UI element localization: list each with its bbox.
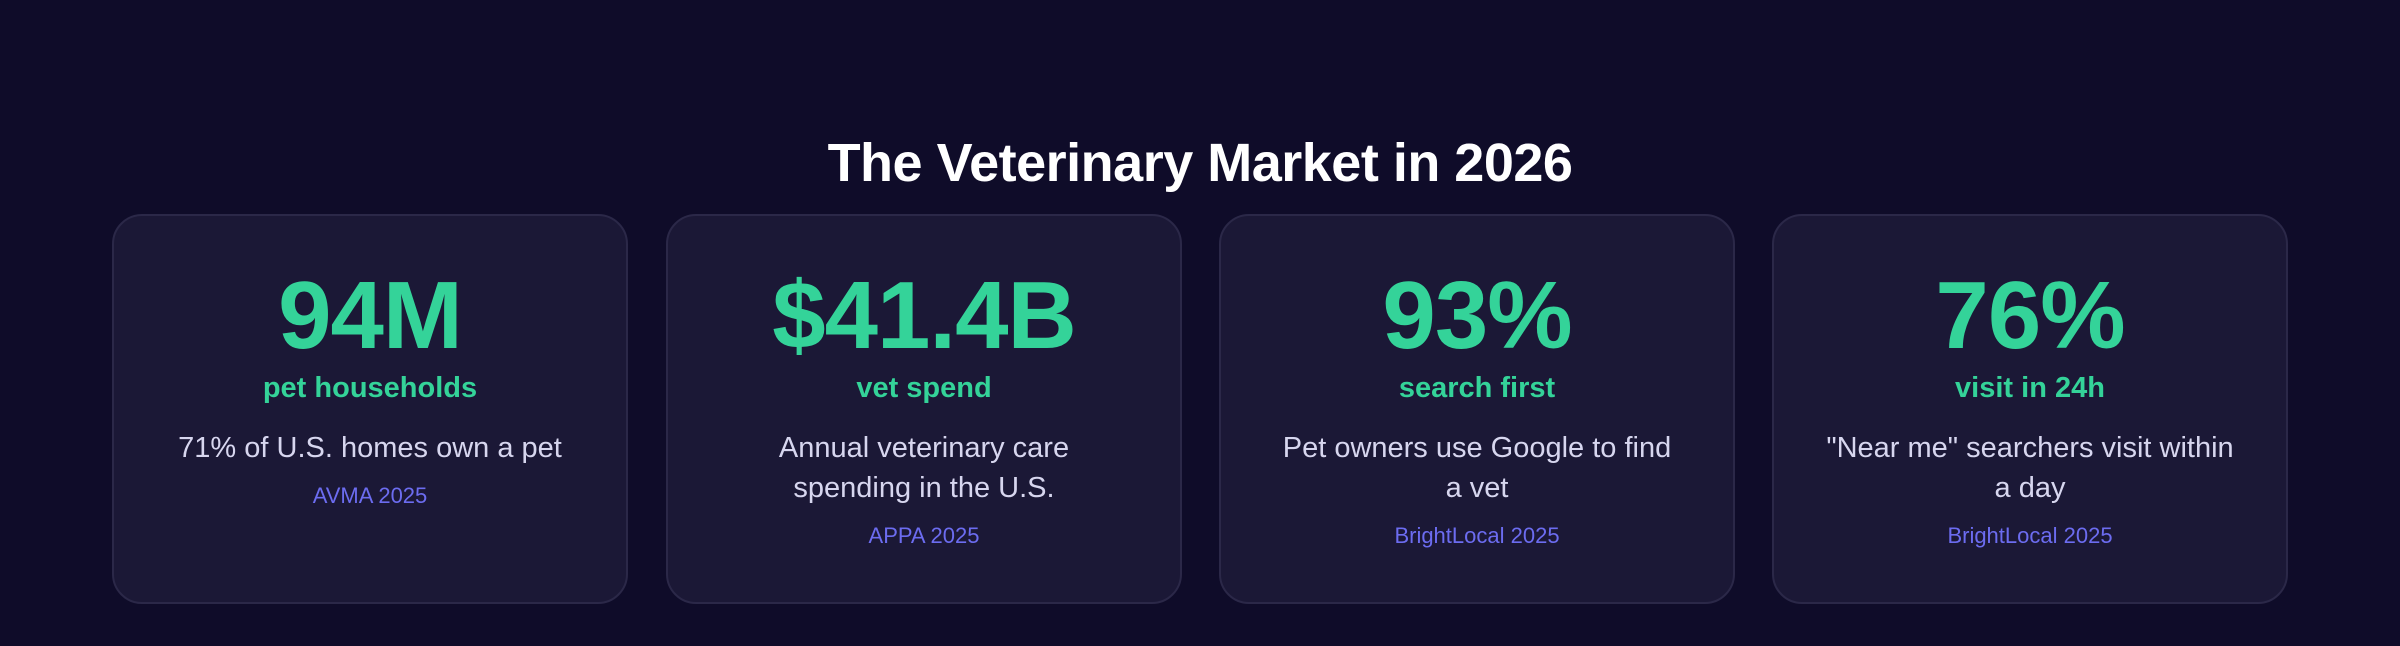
stat-value: $41.4B (772, 262, 1077, 369)
section-title: The Veterinary Market in 2026 (827, 133, 1573, 194)
stat-description: 71% of U.S. homes own a pet (178, 432, 562, 464)
stat-source: BrightLocal 2025 (1947, 523, 2113, 548)
stat-source: APPA 2025 (868, 523, 980, 548)
stat-description: "Near me" searchers visit within a day (1826, 432, 2234, 504)
stat-cards: 94M pet households 71% of U.S. homes own… (112, 214, 2288, 606)
stat-value: 76% (1935, 262, 2125, 369)
stat-card-pet-households: 94M pet households 71% of U.S. homes own… (112, 214, 628, 604)
stat-description: Pet owners use Google to find a vet (1282, 432, 1672, 504)
stat-label: pet households (262, 372, 478, 404)
stat-card-visit-in-24h: 76% visit in 24h "Near me" searchers vis… (1772, 214, 2288, 604)
stat-label: search first (1398, 372, 1556, 404)
stat-description: Annual veterinary care spending in the U… (778, 432, 1070, 504)
stat-label: visit in 24h (1955, 372, 2105, 404)
stat-source: AVMA 2025 (312, 483, 428, 508)
stat-value: 93% (1382, 262, 1572, 369)
stat-label: vet spend (856, 372, 992, 404)
stat-source: BrightLocal 2025 (1394, 523, 1560, 548)
stat-card-search-first: 93% search first Pet owners use Google t… (1219, 214, 1735, 604)
stat-value: 94M (278, 262, 463, 369)
stat-card-vet-spend: $41.4B vet spend Annual veterinary care … (666, 214, 1182, 604)
